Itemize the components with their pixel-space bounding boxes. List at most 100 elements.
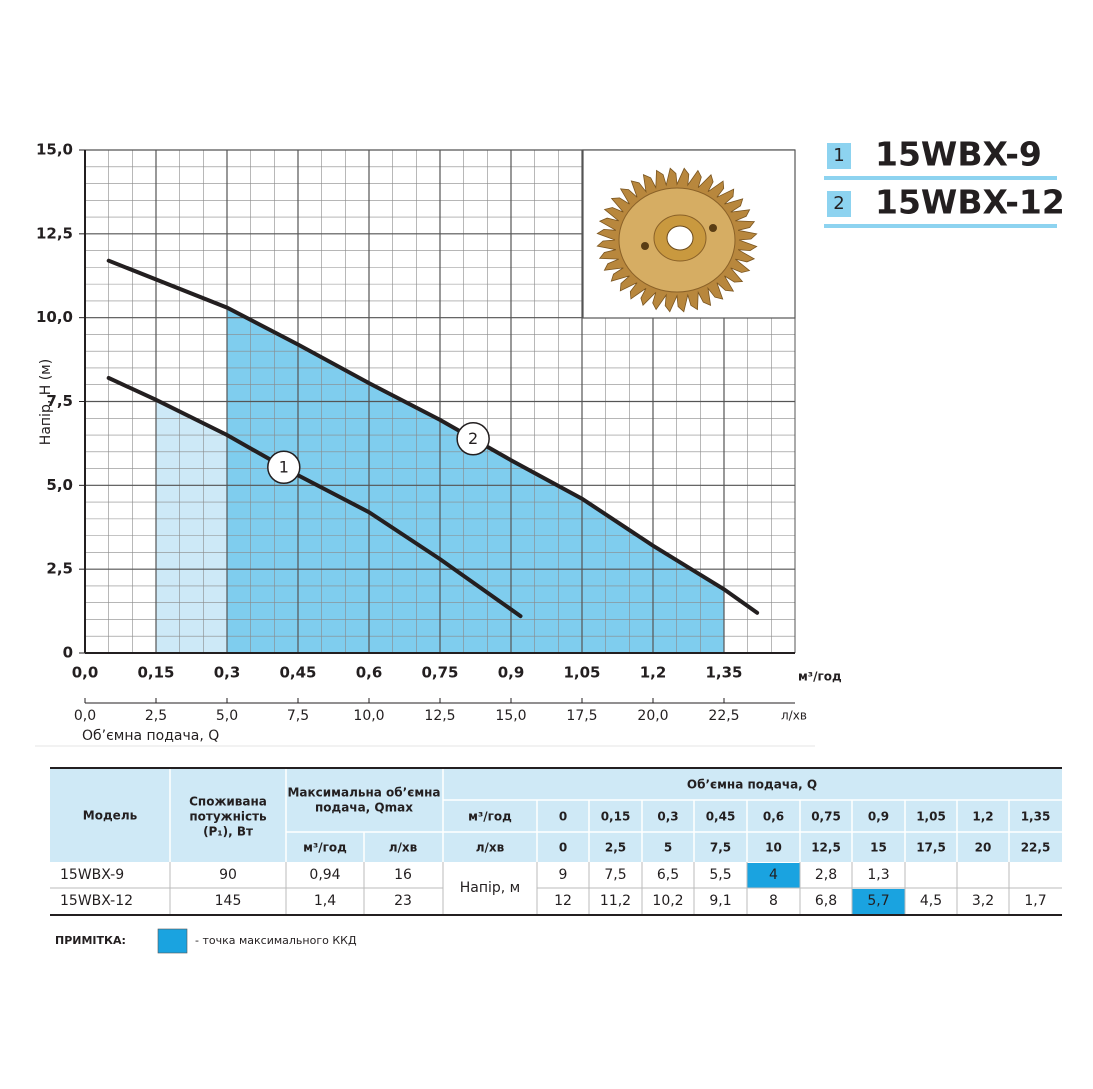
- table-cell: 23: [394, 893, 412, 909]
- table-cell: 6,8: [815, 893, 837, 909]
- y-tick-label: 5,0: [46, 476, 73, 494]
- table-cell: 3,2: [972, 893, 994, 909]
- table-cell: 6,5: [657, 867, 679, 883]
- x2-tick-label: 0,0: [74, 708, 96, 724]
- table-header: м³/год: [468, 810, 512, 824]
- table-cell: 5,7: [867, 893, 889, 909]
- x2-tick-label: 22,5: [708, 708, 739, 724]
- table-header: 0,6: [763, 810, 784, 824]
- legend-swatch: [827, 191, 851, 217]
- table-cell: 16: [394, 867, 412, 883]
- table-header: 5: [664, 841, 672, 855]
- table-header: л/хв: [476, 841, 505, 855]
- table-cell: 0,94: [309, 867, 340, 883]
- table-header: 7,5: [710, 841, 731, 855]
- curve-label-circle: [456, 421, 490, 456]
- table-header: Модель: [83, 809, 138, 823]
- curve-label: 1: [279, 458, 289, 477]
- table-cell: 1,3: [867, 867, 889, 883]
- table-cell: 9,1: [709, 893, 731, 909]
- y-tick-label: 10,0: [36, 308, 73, 326]
- table-header: 0,9: [868, 810, 889, 824]
- x-axis-label: Об’ємна подача, Q: [82, 728, 219, 744]
- x-tick-label: 0,6: [356, 664, 383, 682]
- table-header: 22,5: [1021, 841, 1051, 855]
- impeller-image: [596, 167, 758, 313]
- curve-label: 2: [468, 429, 478, 448]
- table-cell: 11,2: [600, 893, 631, 909]
- table-header: 12,5: [811, 841, 841, 855]
- table-header: л/хв: [389, 841, 418, 855]
- y-tick-label: 0: [63, 644, 73, 662]
- table-header-bg: [50, 768, 1062, 862]
- table-header: 0,3: [657, 810, 678, 824]
- table-header: 1,05: [916, 810, 946, 824]
- x-tick-label: 0,0: [72, 664, 99, 682]
- x2-tick-label: 2,5: [145, 708, 167, 724]
- table-cell: 9: [559, 867, 568, 883]
- impeller-hole: [641, 242, 649, 250]
- legend-label: 15WBX-12: [875, 183, 1065, 222]
- table-header: 0,45: [706, 810, 736, 824]
- table-header: 17,5: [916, 841, 946, 855]
- table-header: 2,5: [605, 841, 626, 855]
- table-header: Споживана: [189, 795, 267, 809]
- y-axis-label: Напір, Н (м): [38, 359, 54, 445]
- y-tick-label: 2,5: [46, 560, 73, 578]
- x2-tick-label: 12,5: [424, 708, 455, 724]
- legend-number: 1: [833, 145, 844, 166]
- best-point-cell: [852, 889, 905, 914]
- x-tick-label: 0,15: [137, 664, 174, 682]
- x-tick-label: 0,9: [498, 664, 525, 682]
- table-header: потужність: [189, 810, 267, 824]
- table-header: м³/год: [303, 841, 347, 855]
- x2-tick-label: 10,0: [353, 708, 384, 724]
- table-header: (P₁), Вт: [203, 825, 253, 839]
- x-tick-label: 1,2: [640, 664, 667, 682]
- impeller-bore: [666, 225, 694, 251]
- x-tick-label: 0,3: [214, 664, 241, 682]
- y-tick-label: 12,5: [36, 224, 73, 242]
- legend-swatch: [827, 143, 851, 169]
- table-header: 0,75: [811, 810, 841, 824]
- table-cell: 1,4: [314, 893, 336, 909]
- note-label: ПРИМІТКА:: [55, 934, 126, 947]
- note-swatch: [157, 928, 188, 954]
- table-header: 10: [765, 841, 782, 855]
- table-cell: 4: [769, 867, 778, 883]
- table-cell: 12: [554, 893, 572, 909]
- impeller-hole: [709, 224, 717, 232]
- table-cell: 4,5: [920, 893, 942, 909]
- x-tick-label: 0,45: [279, 664, 316, 682]
- note-text: - точка максимального ККД: [195, 934, 357, 947]
- table-header: 15: [870, 841, 887, 855]
- table-header: 0,15: [601, 810, 631, 824]
- legend-label: 15WBX-9: [875, 135, 1042, 174]
- x-unit: м³/год: [798, 670, 842, 684]
- table-cell: 8: [769, 893, 778, 909]
- table-cell: Напір, м: [460, 880, 521, 896]
- x-tick-label: 1,05: [563, 664, 600, 682]
- table-header: Об’ємна подача, Q: [687, 778, 817, 792]
- table-cell: 90: [219, 867, 237, 883]
- table-header: 0: [559, 841, 567, 855]
- table-cell: 145: [215, 893, 242, 909]
- table-header: 1,2: [972, 810, 993, 824]
- table-cell: 1,7: [1024, 893, 1046, 909]
- table-cell: 15WBX-9: [60, 867, 124, 883]
- x-tick-label: 1,35: [705, 664, 742, 682]
- table-cell: 10,2: [652, 893, 683, 909]
- x2-tick-label: 20,0: [637, 708, 668, 724]
- table-cell: 2,8: [815, 867, 837, 883]
- table-header: Максимальна об’ємна: [287, 786, 440, 800]
- y-tick-label: 15,0: [36, 141, 73, 159]
- best-point-cell: [747, 863, 800, 888]
- table-header: 20: [975, 841, 992, 855]
- operating-range: [227, 307, 724, 653]
- x2-tick-label: 5,0: [216, 708, 238, 724]
- x2-unit: л/хв: [781, 709, 807, 723]
- x2-tick-label: 15,0: [495, 708, 526, 724]
- table-header: 1,35: [1021, 810, 1051, 824]
